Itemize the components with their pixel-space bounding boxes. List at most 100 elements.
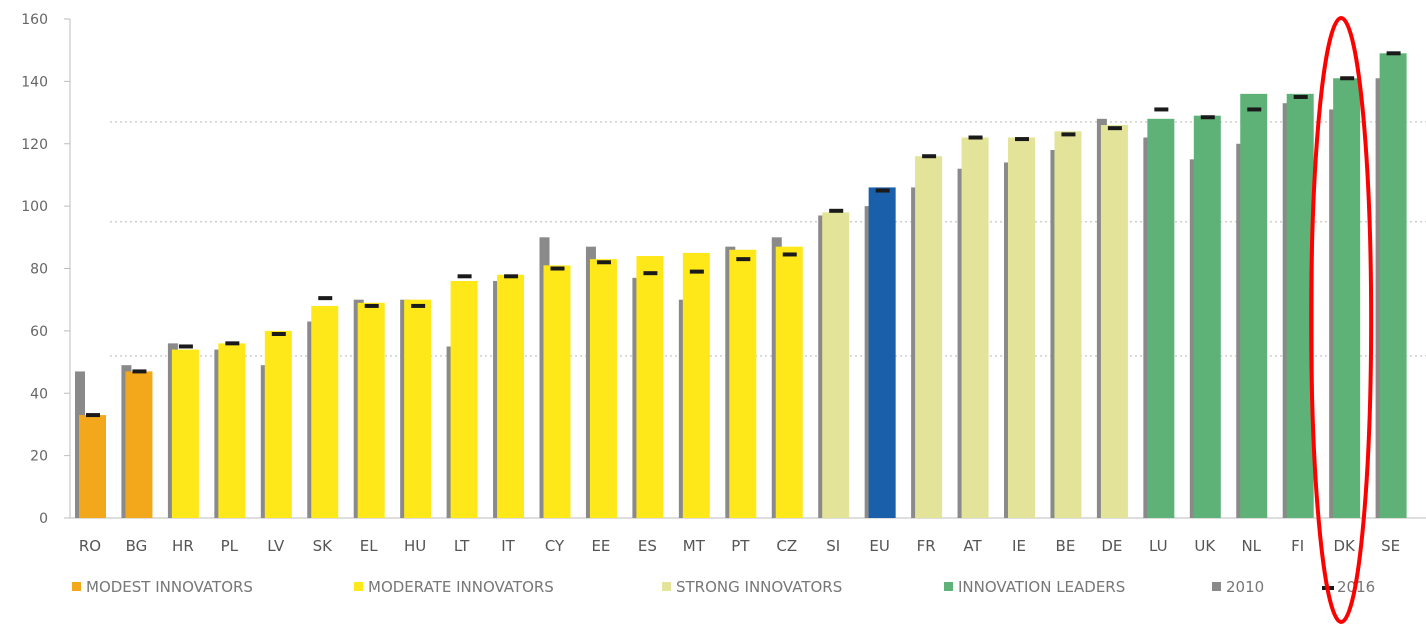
- x-tick-label: LT: [454, 537, 470, 555]
- x-tick-label: EL: [360, 537, 378, 555]
- marker-2016-fr: [922, 154, 937, 159]
- bar-hr: [171, 349, 199, 518]
- bar-lu: [1147, 118, 1175, 519]
- bar-sk: [311, 305, 339, 518]
- bar-se: [1379, 53, 1407, 519]
- bar-de: [1100, 125, 1128, 518]
- marker-2016-at: [968, 135, 983, 140]
- legend-swatch-modest: [72, 582, 81, 591]
- x-tick-label: EU: [869, 537, 889, 555]
- marker-2016-ee: [596, 260, 611, 265]
- bar-ee: [589, 259, 617, 518]
- marker-2016-es: [643, 271, 658, 276]
- x-tick-label: LV: [267, 537, 285, 555]
- bar-ie: [1008, 137, 1035, 518]
- x-tick-label: ES: [638, 537, 657, 555]
- x-tick-label: UK: [1194, 537, 1216, 555]
- x-tick-label: CZ: [776, 537, 797, 555]
- highlight-ellipse-dk: [1309, 16, 1374, 624]
- marker-2016-cy: [550, 266, 565, 271]
- marker-2016-dk: [1340, 76, 1355, 81]
- x-tick-label: AT: [963, 537, 982, 555]
- marker-2016-eu: [875, 188, 890, 193]
- bar-dk: [1333, 78, 1361, 518]
- x-tick-label: HU: [404, 537, 426, 555]
- y-tick-label: 160: [21, 12, 48, 28]
- bar-mt: [682, 252, 710, 518]
- x-tick-label: RO: [79, 537, 101, 555]
- legend-label-strong: STRONG INNOVATORS: [676, 578, 842, 596]
- marker-2016-nl: [1247, 107, 1262, 112]
- y-axis: 0 20 40 60 80 100 120 140 160: [21, 12, 1426, 527]
- bar-it: [497, 274, 525, 518]
- marker-2016-bg: [132, 369, 147, 374]
- x-tick-label: SK: [313, 537, 334, 555]
- bar-eu: [868, 187, 896, 518]
- x-tick-label: MT: [683, 537, 706, 555]
- x-axis-labels: RO BG HR PL LV SK EL HU LT IT CY EE ES MT PT CZ SI EU FR AT…: [79, 537, 1400, 555]
- x-tick-label: SI: [826, 537, 840, 555]
- marker-2016-pl: [225, 341, 240, 346]
- y-tick-label: 40: [30, 386, 48, 402]
- x-tick-label: CY: [545, 537, 565, 555]
- marker-2016-mt: [689, 269, 704, 274]
- bar-be: [1054, 131, 1082, 518]
- marker-2016-sk: [318, 296, 333, 301]
- x-tick-label: BG: [126, 537, 148, 555]
- bar-bg: [125, 371, 153, 518]
- marker-2016-fi: [1293, 94, 1308, 99]
- x-tick-label: IT: [501, 537, 515, 555]
- marker-2016-el: [364, 303, 379, 308]
- legend: MODEST INNOVATORS MODERATE INNOVATORS STRO…: [72, 578, 1375, 596]
- y-tick-label: 60: [30, 324, 48, 340]
- bar-nl: [1240, 93, 1268, 518]
- bar-at: [961, 137, 989, 518]
- x-tick-label: LU: [1149, 537, 1168, 555]
- bars: [75, 51, 1407, 519]
- legend-label-val2010: 2010: [1226, 578, 1264, 596]
- bar-es: [636, 256, 664, 518]
- x-tick-label: FR: [917, 537, 936, 555]
- bar-si: [822, 212, 850, 519]
- marker-2016-ro: [86, 413, 100, 418]
- legend-swatch-val2010: [1212, 582, 1221, 591]
- bar-pt: [729, 249, 757, 518]
- bar-lv: [264, 330, 292, 518]
- marker-2016-uk: [1200, 115, 1215, 120]
- x-tick-label: DK: [1333, 537, 1356, 555]
- x-tick-label: PL: [221, 537, 239, 555]
- bar-fr: [915, 156, 943, 518]
- reference-lines: [110, 121, 1426, 357]
- y-tick-label: 80: [30, 262, 48, 278]
- x-tick-label: PT: [731, 537, 750, 555]
- marker-2016-lu: [1154, 107, 1169, 112]
- x-tick-label: SE: [1381, 537, 1400, 555]
- legend-swatch-moderate: [354, 582, 363, 591]
- marker-2016-cz: [782, 252, 797, 257]
- bar-el: [357, 302, 385, 518]
- y-tick-label: 100: [21, 199, 48, 215]
- marker-2016-hr: [178, 344, 193, 349]
- y-tick-label: 20: [30, 449, 48, 465]
- marker-2016-lv: [271, 331, 286, 336]
- legend-swatch-leaders: [944, 582, 953, 591]
- y-tick-label: 140: [21, 74, 48, 90]
- x-tick-label: NL: [1241, 537, 1261, 555]
- marker-2016-ie: [1015, 137, 1029, 142]
- legend-label-leaders: INNOVATION LEADERS: [958, 578, 1125, 596]
- legend-label-modest: MODEST INNOVATORS: [86, 578, 253, 596]
- x-tick-label: DE: [1101, 537, 1122, 555]
- marker-2016-se: [1386, 51, 1401, 56]
- marker-2016-lt: [457, 274, 472, 279]
- x-tick-label: FI: [1291, 537, 1304, 555]
- highlight-annotation: [1309, 16, 1374, 624]
- x-tick-label: IE: [1012, 537, 1026, 555]
- legend-swatch-strong: [662, 582, 671, 591]
- marker-2016-si: [829, 208, 844, 213]
- bar-cz: [775, 246, 803, 518]
- x-tick-label: BE: [1056, 537, 1076, 555]
- marker-2016-de: [1107, 126, 1122, 131]
- bar-hu: [404, 299, 432, 518]
- x-tick-label: HR: [172, 537, 194, 555]
